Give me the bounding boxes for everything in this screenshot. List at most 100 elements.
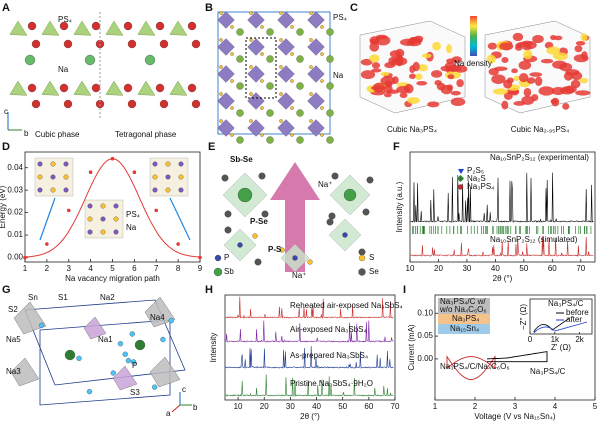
x-axis-label: Na vacancy migration path xyxy=(65,274,160,283)
data-point xyxy=(132,170,137,175)
simulated-pattern xyxy=(410,235,594,257)
atom xyxy=(328,212,336,220)
atom xyxy=(279,247,285,253)
x-tick-label: 1 xyxy=(23,264,28,273)
atom xyxy=(254,258,262,266)
atom xyxy=(159,39,169,49)
density-blob xyxy=(407,97,420,104)
atom xyxy=(331,172,339,180)
label: Sn xyxy=(28,293,38,302)
atom xyxy=(178,187,184,193)
x-axis-label: 2θ (°) xyxy=(300,412,320,421)
panel-letter: E xyxy=(208,141,215,153)
x-tick-label: 4 xyxy=(88,264,93,273)
label: Se xyxy=(369,267,379,276)
tetrahedron xyxy=(247,119,265,137)
x-tick-label: 70 xyxy=(576,264,585,273)
density-blob xyxy=(446,58,455,64)
density-blob xyxy=(380,76,396,86)
atom xyxy=(230,106,234,110)
polyhedron xyxy=(149,356,181,388)
atom xyxy=(134,339,146,351)
legend-label: P₂S₅ xyxy=(467,166,484,175)
atom xyxy=(113,203,119,209)
atom xyxy=(63,99,73,109)
atom xyxy=(279,11,283,15)
density-blob xyxy=(418,64,428,72)
density-blob xyxy=(360,70,376,80)
atom xyxy=(358,248,366,256)
x-tick-label: 20 xyxy=(434,264,443,273)
atom xyxy=(224,210,232,218)
data-point xyxy=(176,242,180,246)
density-blob xyxy=(488,68,499,76)
atom xyxy=(160,336,166,343)
atom xyxy=(113,216,119,222)
atom xyxy=(187,83,197,93)
atom xyxy=(213,267,223,277)
x-tick-label: 3 xyxy=(67,264,72,273)
atom xyxy=(236,82,244,90)
atom xyxy=(279,65,283,69)
x-tick-label: 20 xyxy=(260,402,269,411)
tetrahedron xyxy=(247,11,265,29)
label: S xyxy=(369,253,374,262)
label: Na₃PS₄/C w/ xyxy=(440,297,486,306)
atom xyxy=(50,174,56,180)
atom xyxy=(87,229,93,235)
density-blob xyxy=(506,77,514,84)
atom xyxy=(37,161,43,167)
density-blob xyxy=(511,68,518,74)
density-blob xyxy=(529,72,543,77)
cv-curve xyxy=(486,351,548,363)
y-tick-label: 0.01 xyxy=(7,230,23,239)
atom xyxy=(100,216,106,222)
label: P xyxy=(132,361,137,370)
density-blob xyxy=(513,75,520,82)
atom xyxy=(320,25,324,29)
panel-letter: D xyxy=(2,141,10,153)
density-blob xyxy=(371,62,381,69)
cell xyxy=(24,299,186,386)
legend-label: after xyxy=(566,315,582,324)
density-blob xyxy=(450,90,461,96)
tetrahedron xyxy=(41,80,60,96)
atom xyxy=(59,83,69,93)
atom xyxy=(165,187,171,193)
layer xyxy=(438,324,490,334)
label: Na xyxy=(58,65,69,74)
x-tick-label: 40 xyxy=(491,264,500,273)
nyquist-before xyxy=(533,317,570,333)
atom xyxy=(84,54,96,66)
density-blob xyxy=(487,42,498,50)
density-blob xyxy=(565,69,580,76)
density-blob xyxy=(430,70,443,78)
atom xyxy=(279,38,283,42)
atom xyxy=(87,203,93,209)
atom xyxy=(31,99,41,109)
atom xyxy=(191,39,201,49)
legend-label: Na₂S xyxy=(467,174,486,183)
tetrahedron xyxy=(9,20,28,36)
tetrahedron xyxy=(105,80,124,96)
density-blob xyxy=(501,100,509,110)
label: PS₄ xyxy=(58,15,72,24)
atom xyxy=(151,384,158,390)
atom xyxy=(178,161,184,167)
density-blob xyxy=(523,49,533,60)
label: Na⁺ xyxy=(318,180,332,189)
density-blob xyxy=(551,97,560,107)
atom xyxy=(309,38,313,42)
atom xyxy=(249,38,253,42)
atom xyxy=(63,161,69,167)
polyhedron xyxy=(10,357,40,387)
density-blob xyxy=(399,92,408,99)
data-point xyxy=(154,208,159,213)
atom xyxy=(237,187,253,203)
polyhedron xyxy=(144,296,176,328)
tetrahedron xyxy=(73,80,92,96)
atom xyxy=(64,349,76,361)
atom xyxy=(152,174,158,180)
atom xyxy=(320,52,324,56)
x-tick-label: 10 xyxy=(406,264,415,273)
